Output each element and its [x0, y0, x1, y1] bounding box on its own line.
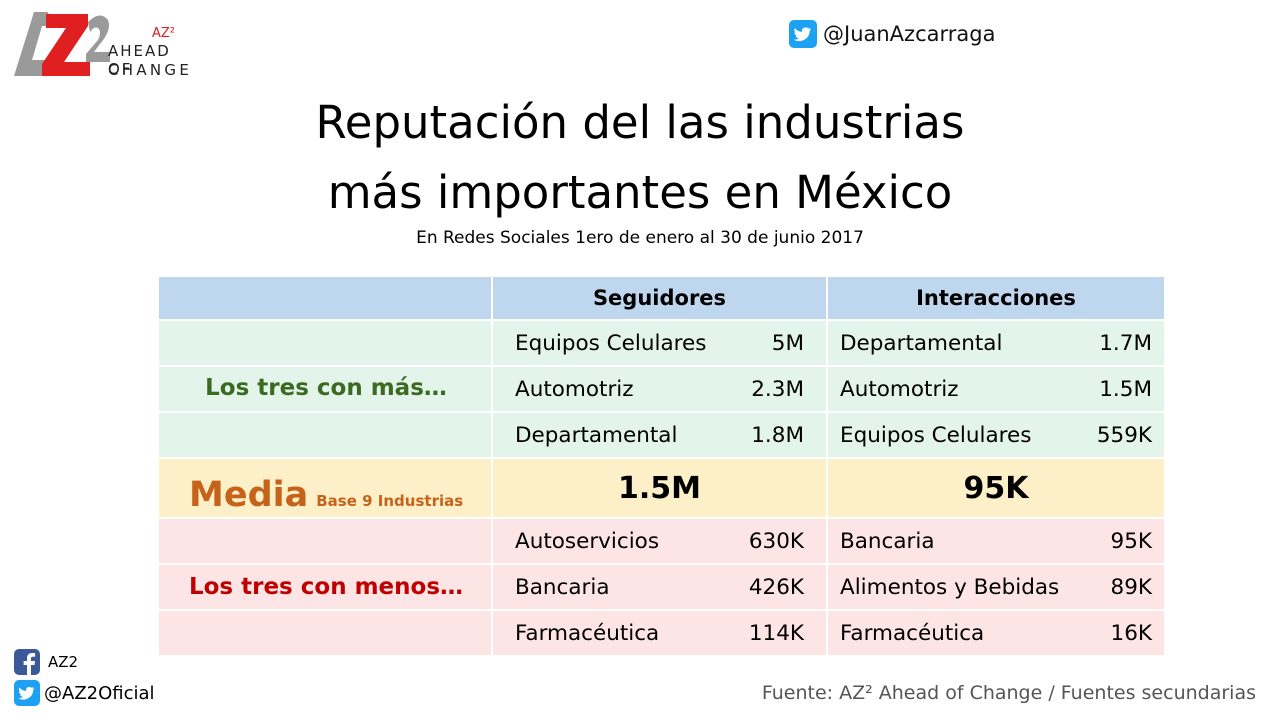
logo-superscript: AZ²: [152, 26, 176, 41]
industry-value: 2.3M: [751, 376, 804, 402]
industry-value: 426K: [748, 574, 804, 600]
table-header-row: Seguidores Interacciones: [159, 277, 1164, 321]
table-row: Autoservicios 630K Bancaria 95K: [159, 519, 1164, 565]
seguidores-cell: Autoservicios 630K: [493, 519, 828, 565]
media-row: 1.5M 95K: [159, 459, 1164, 519]
logo-line-2: CHANGE: [108, 61, 193, 79]
az2-logo: AZ² AHEAD OF CHANGE: [12, 10, 202, 82]
interacciones-cell: Automotriz 1.5M: [828, 367, 1164, 413]
facebook-link[interactable]: AZ2: [14, 649, 78, 675]
header-seguidores: Seguidores: [493, 277, 828, 321]
twitter-handle-top-text: @JuanAzcarraga: [823, 22, 996, 46]
header-empty-cell: [159, 277, 493, 321]
top-group-label: Los tres con más…: [205, 375, 447, 401]
seguidores-cell: Farmacéutica 114K: [493, 611, 828, 657]
industry-value: 630K: [748, 528, 804, 554]
table-row: Departamental 1.8M Equipos Celulares 559…: [159, 413, 1164, 459]
industry-value: 16K: [1110, 620, 1152, 646]
table-row: Farmacéutica 114K Farmacéutica 16K: [159, 611, 1164, 657]
industry-name: Bancaria: [840, 528, 935, 554]
industry-value: 559K: [1096, 422, 1152, 448]
source-note: Fuente: AZ² Ahead of Change / Fuentes se…: [761, 682, 1256, 704]
industry-name: Autoservicios: [515, 528, 660, 554]
table-row: Automotriz 2.3M Automotriz 1.5M: [159, 367, 1164, 413]
media-interacciones-value: 95K: [963, 470, 1029, 506]
twitter-handle-top[interactable]: @JuanAzcarraga: [789, 19, 995, 49]
page-title-line-2: más importantes en México: [327, 166, 953, 219]
facebook-name: AZ2: [48, 653, 79, 671]
industry-value: 5M: [771, 330, 804, 356]
industry-name: Automotriz: [515, 376, 634, 402]
logo-line-1: AHEAD OF: [108, 42, 171, 78]
seguidores-cell: Equipos Celulares 5M: [493, 321, 828, 367]
seguidores-cell: Automotriz 2.3M: [493, 367, 828, 413]
facebook-icon: [14, 649, 40, 675]
seguidores-cell: Departamental 1.8M: [493, 413, 828, 459]
industry-name: Departamental: [840, 330, 1003, 356]
industry-name: Bancaria: [515, 574, 610, 600]
industry-name: Farmacéutica: [840, 620, 985, 646]
page-title-line-1: Reputación del las industrias: [315, 96, 965, 149]
media-base-text: Base 9 Industrias: [316, 492, 464, 510]
twitter-handle-bottom-text: @AZ2Oficial: [44, 682, 155, 704]
industry-value: 1.7M: [1099, 330, 1152, 356]
industry-name: Equipos Celulares: [515, 330, 707, 356]
az2-logo-mark: [14, 12, 110, 76]
table-row: Equipos Celulares 5M Departamental 1.7M: [159, 321, 1164, 367]
industry-value: 89K: [1110, 574, 1152, 600]
interacciones-cell: Farmacéutica 16K: [828, 611, 1164, 657]
media-label: Media Base 9 Industrias: [189, 465, 463, 525]
header-interacciones: Interacciones: [828, 277, 1164, 321]
industry-name: Equipos Celulares: [840, 422, 1032, 448]
industry-name: Farmacéutica: [515, 620, 660, 646]
table-row: Bancaria 426K Alimentos y Bebidas 89K: [159, 565, 1164, 611]
reputation-table: Seguidores Interacciones Equipos Celular…: [159, 277, 1164, 657]
industry-value: 95K: [1110, 528, 1152, 554]
interacciones-cell: Departamental 1.7M: [828, 321, 1164, 367]
media-seguidores-value: 1.5M: [618, 470, 701, 506]
industry-value: 1.5M: [1099, 376, 1152, 402]
interacciones-cell: Equipos Celulares 559K: [828, 413, 1164, 459]
interacciones-cell: Bancaria 95K: [828, 519, 1164, 565]
twitter-bird-icon: [14, 680, 40, 706]
page-subtitle: En Redes Sociales 1ero de enero al 30 de…: [416, 228, 864, 248]
industry-value: 114K: [748, 620, 804, 646]
interacciones-cell: Alimentos y Bebidas 89K: [828, 565, 1164, 611]
industry-name: Alimentos y Bebidas: [840, 574, 1060, 600]
twitter-bird-icon: [789, 20, 817, 48]
seguidores-cell: Bancaria 426K: [493, 565, 828, 611]
media-label-text: Media: [189, 475, 309, 515]
industry-name: Departamental: [515, 422, 678, 448]
industry-value: 1.8M: [751, 422, 804, 448]
industry-name: Automotriz: [840, 376, 959, 402]
bottom-group-label: Los tres con menos…: [188, 574, 464, 600]
twitter-link-bottom[interactable]: @AZ2Oficial: [14, 680, 155, 706]
